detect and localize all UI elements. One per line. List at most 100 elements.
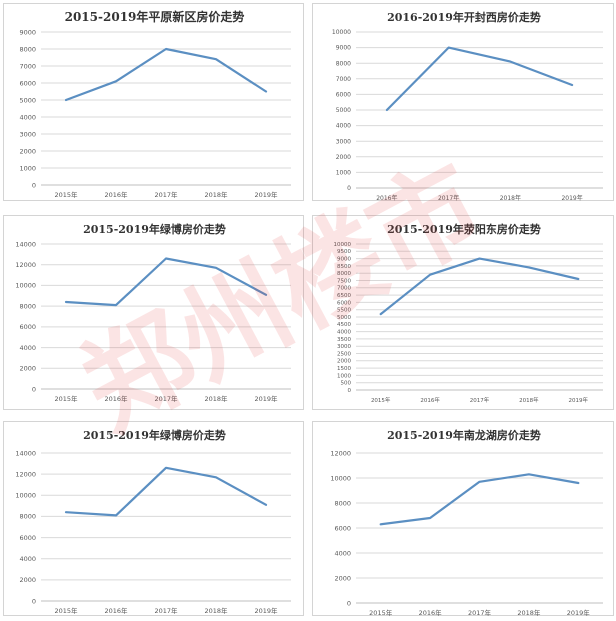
y-tick-label: 5000 bbox=[337, 315, 351, 321]
y-tick-label: 500 bbox=[341, 381, 352, 387]
x-tick-label: 2018年 bbox=[204, 190, 228, 199]
chart-panel-6: 2015-2019年南龙湖房价走势 0 2000 4000 6000 8000 10000 1… bbox=[312, 421, 614, 617]
x-tick-label: 2017年 bbox=[470, 396, 490, 404]
chart-panel-2: 2016-2019年开封西房价走势 0 1000 2000 3000 4000 5000 60… bbox=[312, 3, 614, 202]
y-tick-label: 1500 bbox=[337, 366, 351, 372]
y-tick-label: 1000 bbox=[337, 373, 351, 379]
x-tick-label: 2017年 bbox=[438, 194, 459, 202]
y-tick-label: 0 bbox=[347, 185, 351, 192]
y-tick-label: 9000 bbox=[337, 257, 351, 263]
y-tick-label: 2000 bbox=[336, 154, 351, 161]
y-tick-label: 4000 bbox=[336, 123, 351, 130]
chart-title: 2015-2019年平原新区房价走势 bbox=[65, 9, 245, 24]
x-tick-label: 2015年 bbox=[54, 606, 78, 615]
y-tick-label: 2000 bbox=[19, 576, 36, 584]
x-tick-label: 2019年 bbox=[254, 606, 278, 615]
y-tick-label: 3500 bbox=[337, 337, 351, 343]
x-tick-label: 2015年 bbox=[54, 394, 78, 403]
y-tick-label: 8000 bbox=[334, 499, 351, 507]
chart-title: 2015-2019年绿博房价走势 bbox=[83, 428, 226, 442]
x-tick-label: 2017年 bbox=[154, 190, 178, 199]
y-tick-label: 5000 bbox=[336, 107, 351, 114]
y-tick-label: 2000 bbox=[334, 574, 351, 582]
y-tick-label: 14000 bbox=[15, 449, 36, 457]
x-tick-label: 2019年 bbox=[569, 396, 589, 404]
x-tick-label: 2015年 bbox=[369, 608, 393, 617]
y-tick-label: 4000 bbox=[334, 549, 351, 557]
y-tick-label: 8000 bbox=[19, 302, 36, 310]
y-tick-label: 12000 bbox=[15, 470, 36, 478]
y-tick-label: 6000 bbox=[337, 300, 351, 306]
y-tick-label: 7000 bbox=[336, 76, 351, 83]
chart-title: 2015-2019年荥阳东房价走势 bbox=[387, 222, 541, 236]
series-line bbox=[64, 47, 268, 102]
y-tick-label: 4000 bbox=[19, 113, 36, 121]
y-tick-label: 4000 bbox=[19, 555, 36, 563]
chart-panel-4: 2015-2019年荥阳东房价走势 0 500 1000 1500 2000 2500 300… bbox=[312, 215, 614, 410]
y-tick-label: 8000 bbox=[337, 271, 351, 277]
chart-title: 2015-2019年南龙湖房价走势 bbox=[387, 428, 541, 442]
x-tick-label: 2018年 bbox=[500, 194, 521, 202]
y-tick-label: 0 bbox=[348, 388, 352, 394]
x-tick-label: 2019年 bbox=[254, 190, 278, 199]
y-tick-label: 10000 bbox=[15, 282, 36, 290]
y-tick-label: 9000 bbox=[336, 45, 351, 52]
series-line bbox=[64, 257, 268, 307]
y-tick-label: 2500 bbox=[337, 351, 351, 357]
y-tick-label: 7000 bbox=[19, 62, 36, 70]
chart-5: 2015-2019年绿博房价走势 0 2000 4000 6000 8000 10000 12… bbox=[15, 428, 291, 615]
y-tick-label: 0 bbox=[32, 385, 36, 393]
y-tick-label: 2000 bbox=[19, 147, 36, 155]
y-tick-label: 7500 bbox=[337, 278, 351, 284]
x-tick-label: 2017年 bbox=[468, 608, 492, 617]
x-tick-label: 2018年 bbox=[204, 606, 228, 615]
y-tick-label: 6000 bbox=[334, 524, 351, 532]
x-tick-label: 2019年 bbox=[561, 194, 582, 202]
chart-panel-3: 2015-2019年绿博房价走势 0 2000 4000 6000 8000 10000 12… bbox=[3, 215, 304, 410]
y-tick-label: 4000 bbox=[19, 344, 36, 352]
x-tick-label: 2017年 bbox=[154, 606, 178, 615]
chart-title: 2015-2019年绿博房价走势 bbox=[83, 222, 226, 236]
y-tick-label: 9500 bbox=[337, 249, 351, 255]
y-tick-label: 1000 bbox=[19, 164, 36, 172]
y-tick-label: 8000 bbox=[19, 513, 36, 521]
y-tick-label: 10000 bbox=[15, 492, 36, 500]
y-tick-label: 8000 bbox=[19, 45, 36, 53]
y-tick-label: 8000 bbox=[336, 60, 351, 67]
y-tick-label: 6500 bbox=[337, 293, 351, 299]
y-tick-label: 10000 bbox=[334, 242, 352, 248]
x-tick-label: 2015年 bbox=[371, 396, 391, 404]
x-tick-label: 2018年 bbox=[204, 394, 228, 403]
y-tick-label: 0 bbox=[347, 599, 351, 607]
chart-1: 2015-2019年平原新区房价走势 0 1000 2000 3000 4000 5000 6… bbox=[19, 9, 291, 199]
series-line bbox=[379, 473, 580, 526]
y-tick-label: 6000 bbox=[19, 79, 36, 87]
y-tick-label: 6000 bbox=[336, 92, 351, 99]
chart-panel-5: 2015-2019年绿博房价走势 0 2000 4000 6000 8000 10000 12… bbox=[3, 421, 304, 616]
y-tick-label: 5000 bbox=[19, 96, 36, 104]
y-tick-label: 2000 bbox=[337, 359, 351, 365]
y-tick-label: 0 bbox=[32, 597, 36, 605]
x-tick-label: 2016年 bbox=[420, 396, 440, 404]
x-tick-label: 2019年 bbox=[567, 608, 591, 617]
x-tick-label: 2016年 bbox=[419, 608, 443, 617]
chart-panel-1: 2015-2019年平原新区房价走势 0 1000 2000 3000 4000 5000 6… bbox=[3, 3, 304, 201]
y-tick-label: 3000 bbox=[336, 138, 351, 145]
x-tick-label: 2017年 bbox=[154, 394, 178, 403]
chart-3: 2015-2019年绿博房价走势 0 2000 4000 6000 8000 10000 12… bbox=[15, 222, 291, 403]
y-tick-label: 5500 bbox=[337, 308, 351, 314]
y-tick-label: 10000 bbox=[330, 474, 351, 482]
y-tick-label: 14000 bbox=[15, 240, 36, 248]
y-tick-label: 9000 bbox=[19, 28, 36, 36]
series-line bbox=[385, 46, 574, 112]
y-tick-label: 3000 bbox=[337, 344, 351, 350]
x-tick-label: 2016年 bbox=[104, 606, 128, 615]
x-tick-label: 2016年 bbox=[104, 190, 128, 199]
x-tick-label: 2015年 bbox=[54, 190, 78, 199]
y-tick-label: 12000 bbox=[330, 449, 351, 457]
y-tick-label: 12000 bbox=[15, 261, 36, 269]
x-tick-label: 2018年 bbox=[517, 608, 541, 617]
chart-2: 2016-2019年开封西房价走势 0 1000 2000 3000 4000 5000 60… bbox=[332, 10, 603, 202]
y-tick-label: 6000 bbox=[19, 534, 36, 542]
